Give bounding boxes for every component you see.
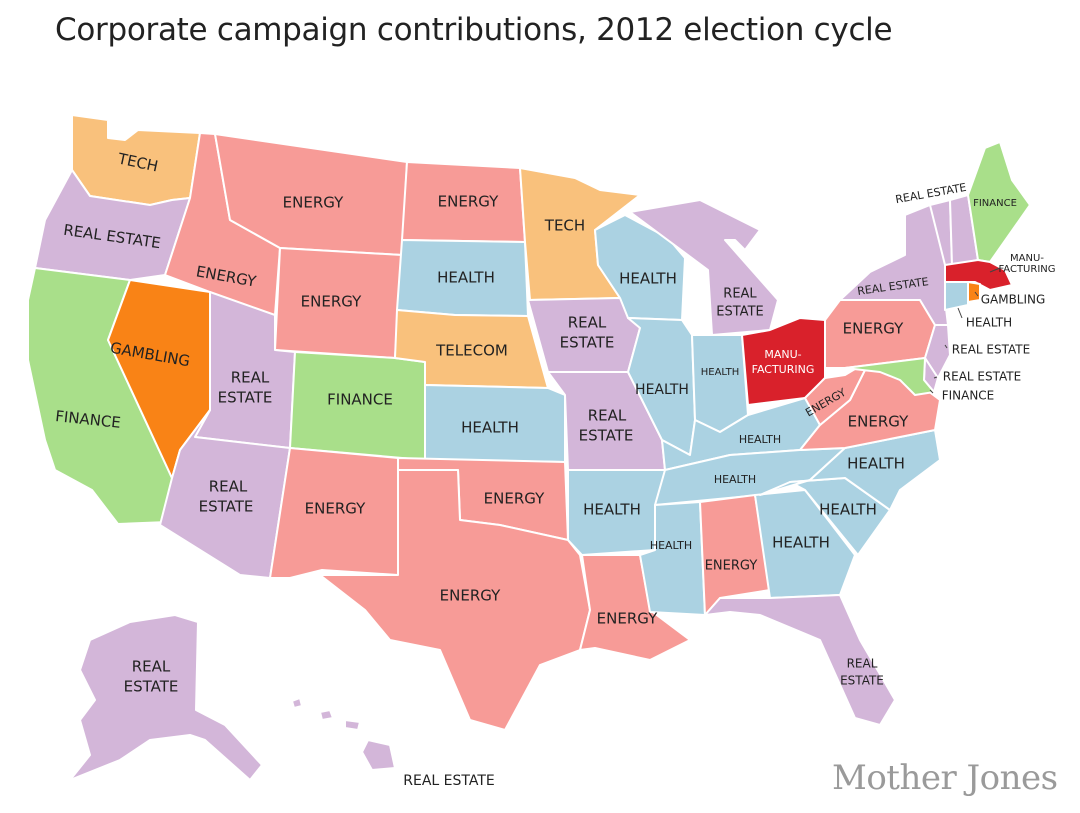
label-CO: FINANCE — [327, 391, 393, 409]
label-MO-2: ESTATE — [579, 427, 634, 445]
label-AL: ENERGY — [705, 559, 758, 574]
leader-DE — [933, 376, 938, 379]
label-TN: HEALTH — [714, 473, 756, 486]
label-IL: HEALTH — [635, 382, 689, 398]
state-NJ[interactable] — [924, 324, 951, 379]
leader-MD — [929, 389, 934, 394]
label-MI-1: REAL — [723, 287, 757, 302]
state-HI-2[interactable] — [319, 709, 334, 721]
state-IN[interactable] — [691, 334, 749, 433]
label-UT-1: REAL — [231, 369, 270, 387]
label-IN: HEALTH — [701, 367, 740, 378]
label-WI: HEALTH — [619, 270, 677, 288]
label-CT: HEALTH — [966, 316, 1012, 330]
state-NC[interactable] — [759, 429, 941, 511]
state-CT[interactable] — [944, 281, 969, 311]
state-AL[interactable] — [699, 494, 771, 616]
label-GA: HEALTH — [772, 534, 830, 552]
label-MS: HEALTH — [650, 539, 692, 552]
page-title: Corporate campaign contributions, 2012 e… — [55, 12, 893, 48]
label-MD: FINANCE — [942, 389, 995, 403]
label-WY: ENERGY — [301, 293, 362, 311]
state-FL[interactable] — [704, 594, 896, 726]
label-NE: TELECOM — [435, 342, 508, 360]
label-PA: ENERGY — [843, 320, 904, 338]
state-MI[interactable] — [629, 199, 779, 336]
label-VA: ENERGY — [848, 413, 909, 431]
leader-lines — [929, 267, 1001, 394]
label-SD: HEALTH — [437, 269, 495, 287]
state-MD[interactable] — [844, 357, 935, 396]
label-KS: HEALTH — [461, 419, 519, 437]
state-AR[interactable] — [567, 469, 666, 556]
label-AK-2: ESTATE — [124, 678, 179, 696]
label-MA-1: MANU- — [1010, 253, 1044, 264]
state-RI[interactable] — [967, 281, 981, 303]
label-MO-1: REAL — [588, 407, 627, 425]
label-LA: ENERGY — [597, 610, 658, 628]
label-AZ-2: ESTATE — [199, 498, 254, 516]
label-AR: HEALTH — [583, 501, 641, 519]
state-HI-3[interactable] — [344, 719, 361, 731]
label-MT: ENERGY — [283, 194, 344, 212]
label-TX: ENERGY — [440, 587, 501, 605]
state-AK[interactable] — [69, 614, 263, 781]
label-MN: TECH — [544, 217, 585, 235]
leader-NJ — [944, 344, 948, 349]
mother-jones-logo: Mother Jones — [832, 758, 1058, 798]
label-DE: REAL ESTATE — [943, 370, 1021, 384]
label-OH-2: FACTURING — [752, 363, 815, 376]
label-SC: HEALTH — [819, 501, 877, 519]
state-KS[interactable] — [424, 384, 566, 463]
label-IA-2: ESTATE — [560, 334, 615, 352]
leader-MA — [989, 267, 1001, 273]
label-FL-2: ESTATE — [840, 674, 884, 688]
label-AK-1: REAL — [132, 658, 171, 676]
label-OK: ENERGY — [484, 490, 545, 508]
label-NM: ENERGY — [305, 500, 366, 518]
label-ND: ENERGY — [438, 193, 499, 211]
label-NC: HEALTH — [847, 455, 905, 473]
state-TX[interactable] — [319, 469, 591, 731]
label-RI: GAMBLING — [981, 293, 1046, 307]
label-MA-2: FACTURING — [998, 264, 1055, 275]
leader-RI — [974, 291, 979, 297]
label-FL-1: REAL — [847, 657, 878, 671]
label-OH-1: MANU- — [764, 348, 801, 361]
label-NJ: REAL ESTATE — [952, 343, 1030, 357]
label-ME: FINANCE — [973, 198, 1017, 209]
leader-CT — [957, 307, 963, 319]
label-HI: REAL ESTATE — [403, 773, 495, 789]
state-GA[interactable] — [754, 489, 856, 599]
label-IA-1: REAL — [568, 314, 607, 332]
label-AZ-1: REAL — [209, 478, 248, 496]
state-HI-4[interactable] — [361, 739, 396, 771]
label-UT-2: ESTATE — [218, 389, 273, 407]
label-MI-2: ESTATE — [716, 305, 763, 320]
state-HI-1[interactable] — [291, 697, 303, 709]
label-KY: HEALTH — [739, 433, 781, 446]
